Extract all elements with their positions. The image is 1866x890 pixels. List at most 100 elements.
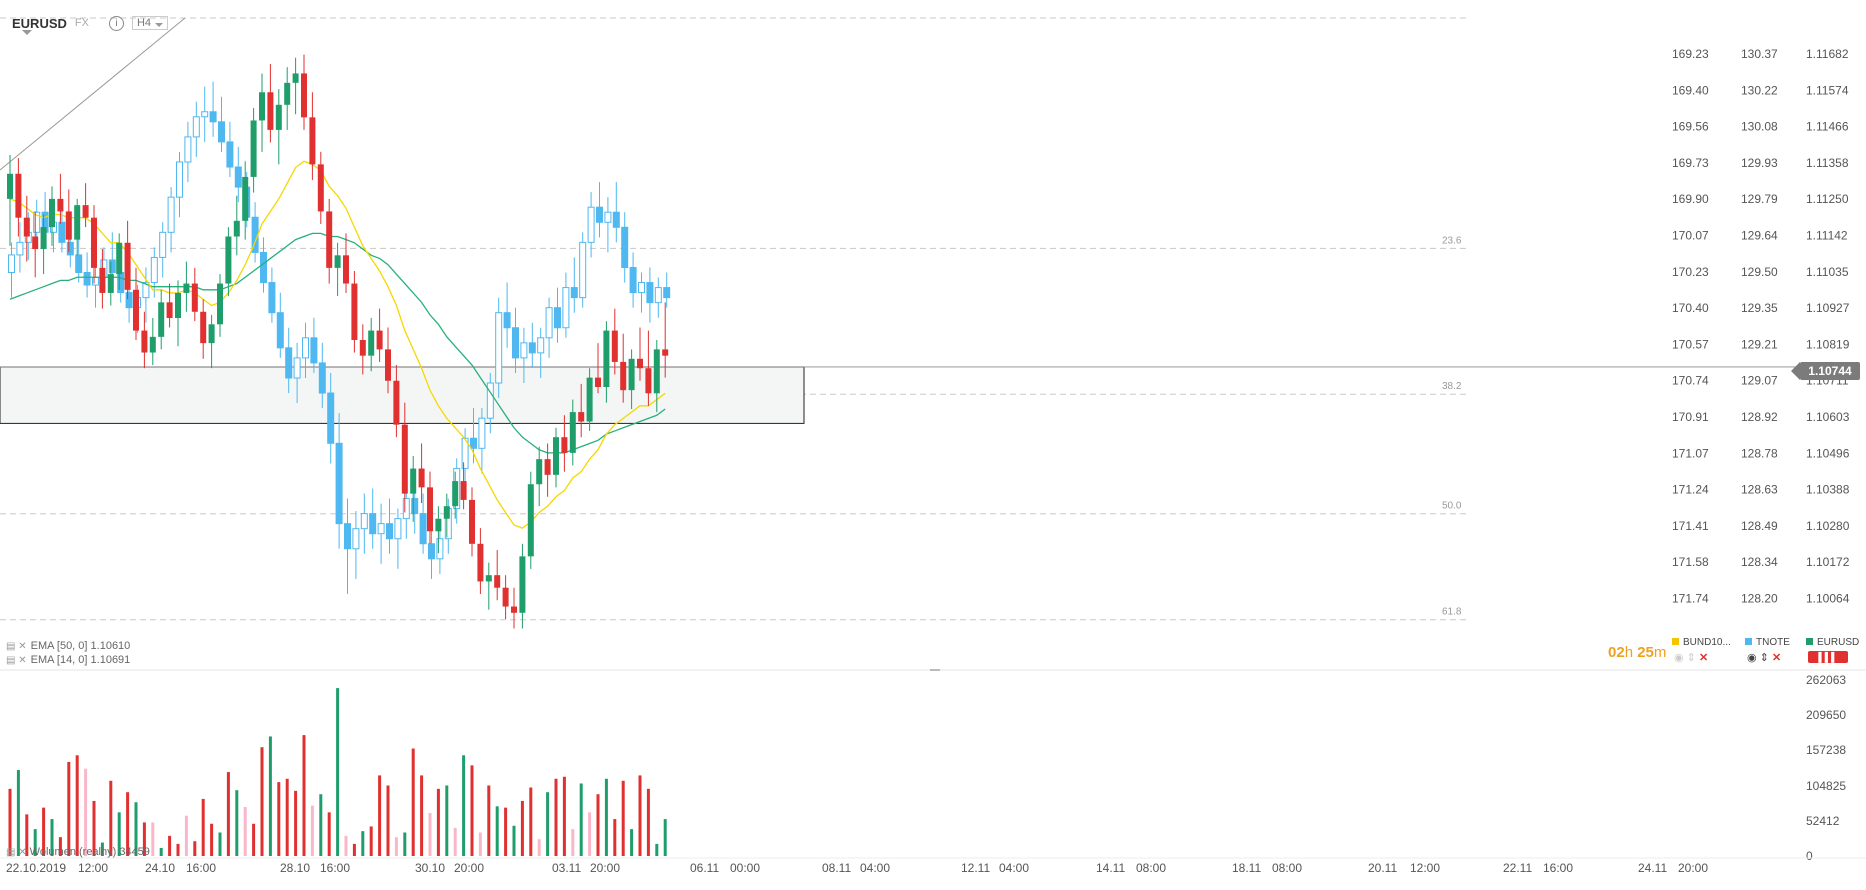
- tnote-candle: [369, 513, 377, 535]
- menu-icon[interactable]: ▤ ✕: [6, 654, 27, 666]
- eurusd-candle: [620, 361, 627, 391]
- eurusd-candle: [124, 242, 131, 290]
- timeframe-select[interactable]: H4: [131, 16, 169, 30]
- symbol-label[interactable]: EURUSD: [12, 15, 67, 31]
- time-axis-label: 20:00: [590, 861, 620, 875]
- tnote-axis-label: 128.92: [1741, 410, 1778, 424]
- eurusd-candle: [15, 173, 22, 218]
- sort-icon[interactable]: ⇕: [1759, 652, 1769, 664]
- volume-bar: [226, 772, 230, 856]
- tnote-candle: [167, 196, 175, 233]
- bund-axis-label: 171.74: [1672, 592, 1709, 606]
- eurusd-candle: [553, 437, 559, 475]
- volume-axis-label: 104825: [1806, 779, 1846, 793]
- time-axis-label: 16:00: [186, 861, 216, 875]
- tnote-candle: [108, 259, 116, 274]
- eurusd-axis-label: 1.11142: [1806, 229, 1848, 243]
- volume-bar: [184, 815, 188, 856]
- volume-bar: [159, 847, 163, 856]
- pane-divider-handle[interactable]: [930, 669, 940, 671]
- close-icon[interactable]: ✕: [1771, 652, 1782, 664]
- eurusd-candle: [57, 198, 64, 212]
- time-axis-label: 12.11: [961, 861, 990, 875]
- eurusd-candle: [82, 205, 89, 218]
- instrument-tnote-label: TNOTE: [1756, 637, 1790, 648]
- tnote-axis-label: 128.34: [1741, 555, 1778, 569]
- volume-bar: [294, 790, 298, 856]
- eye-icon[interactable]: ◉: [1747, 652, 1757, 664]
- tnote-candle: [117, 272, 125, 294]
- eurusd-candle: [32, 236, 39, 250]
- volume-axis-label: 262063: [1806, 673, 1846, 687]
- ema14-legend[interactable]: ▤ ✕ EMA [14, 0] 1.10691: [6, 654, 130, 666]
- instrument-tnote[interactable]: TNOTE ◉ ⇕ ✕: [1745, 637, 1790, 664]
- candle-style-button[interactable]: ▌▌▌: [1808, 651, 1848, 664]
- eurusd-candle: [502, 587, 509, 607]
- volume-bar: [218, 832, 222, 856]
- tnote-candle: [285, 347, 293, 379]
- close-icon[interactable]: ✕: [1698, 652, 1709, 664]
- eurusd-candle: [175, 292, 181, 319]
- eurusd-candle: [133, 289, 139, 331]
- countdown-hours: 02: [1608, 644, 1625, 661]
- time-axis-label: 04:00: [860, 861, 890, 875]
- eurusd-candle: [628, 358, 635, 391]
- eurusd-candle: [267, 92, 274, 130]
- eurusd-candle: [561, 437, 568, 453]
- eurusd-candle: [401, 424, 408, 494]
- instrument-eurusd-label: EURUSD: [1817, 637, 1860, 648]
- tnote-candle: [604, 211, 612, 223]
- sort-icon[interactable]: ⇕: [1686, 652, 1696, 664]
- tnote-candle: [302, 337, 309, 359]
- tnote-candle: [612, 211, 620, 228]
- eye-icon[interactable]: ◉: [1674, 652, 1684, 664]
- countdown-hours-unit: h: [1624, 644, 1634, 661]
- tnote-axis-label: 129.93: [1741, 156, 1778, 170]
- tnote-candle: [386, 523, 393, 540]
- tnote-controls: ◉ ⇕ ✕: [1747, 651, 1781, 664]
- volume-bar: [100, 842, 104, 856]
- support-zone-rect: [0, 366, 805, 424]
- tnote-candle: [92, 277, 99, 286]
- eurusd-candle: [485, 575, 492, 582]
- eurusd-axis-label: 1.11358: [1806, 156, 1849, 170]
- volume-bar: [630, 829, 634, 856]
- eurusd-candle: [519, 556, 526, 613]
- volume-bar: [403, 832, 407, 856]
- volume-bar: [579, 783, 583, 856]
- volume-bar: [8, 788, 12, 856]
- tnote-color-swatch: [1745, 638, 1752, 645]
- eurusd-candle: [536, 459, 543, 485]
- countdown-minutes: 25: [1637, 644, 1654, 661]
- eurusd-candle: [149, 336, 156, 353]
- info-icon[interactable]: i: [108, 15, 124, 31]
- eurusd-candle: [611, 330, 618, 362]
- ema50-legend[interactable]: ▤ ✕ EMA [50, 0] 1.10610: [6, 640, 130, 652]
- volume-legend[interactable]: ▤ ✕ Wolumen (realny) 34459: [6, 846, 150, 858]
- time-axis-label: 22.11: [1503, 861, 1532, 875]
- volume-bar: [193, 841, 197, 856]
- chevron-down-icon[interactable]: [22, 30, 32, 40]
- volume-bar: [302, 735, 306, 856]
- tnote-axis-label: 129.21: [1741, 337, 1778, 351]
- instrument-bund[interactable]: BUND10... ◉ ⇕ ✕: [1672, 637, 1731, 664]
- tnote-candle: [159, 231, 167, 258]
- menu-icon[interactable]: ▤ ✕: [6, 640, 27, 652]
- ema50-legend-text: EMA [50, 0] 1.10610: [30, 640, 131, 652]
- volume-bar: [260, 747, 264, 856]
- tnote-candle: [486, 382, 494, 419]
- tnote-axis-label: 128.20: [1741, 592, 1778, 606]
- time-axis-label: 30.10: [415, 861, 445, 875]
- instrument-eurusd[interactable]: EURUSD ▌▌▌: [1806, 637, 1860, 664]
- bund-axis-label: 169.73: [1672, 156, 1709, 170]
- volume-bar: [277, 782, 281, 856]
- volume-bar: [210, 823, 214, 856]
- time-axis-label: 24.11: [1638, 861, 1667, 875]
- eurusd-candle: [65, 211, 72, 240]
- eurusd-candle: [74, 205, 81, 240]
- volume-bar: [84, 768, 88, 856]
- tnote-candle: [16, 241, 24, 256]
- menu-icon[interactable]: ▤ ✕: [6, 847, 27, 858]
- volume-bar: [495, 806, 499, 856]
